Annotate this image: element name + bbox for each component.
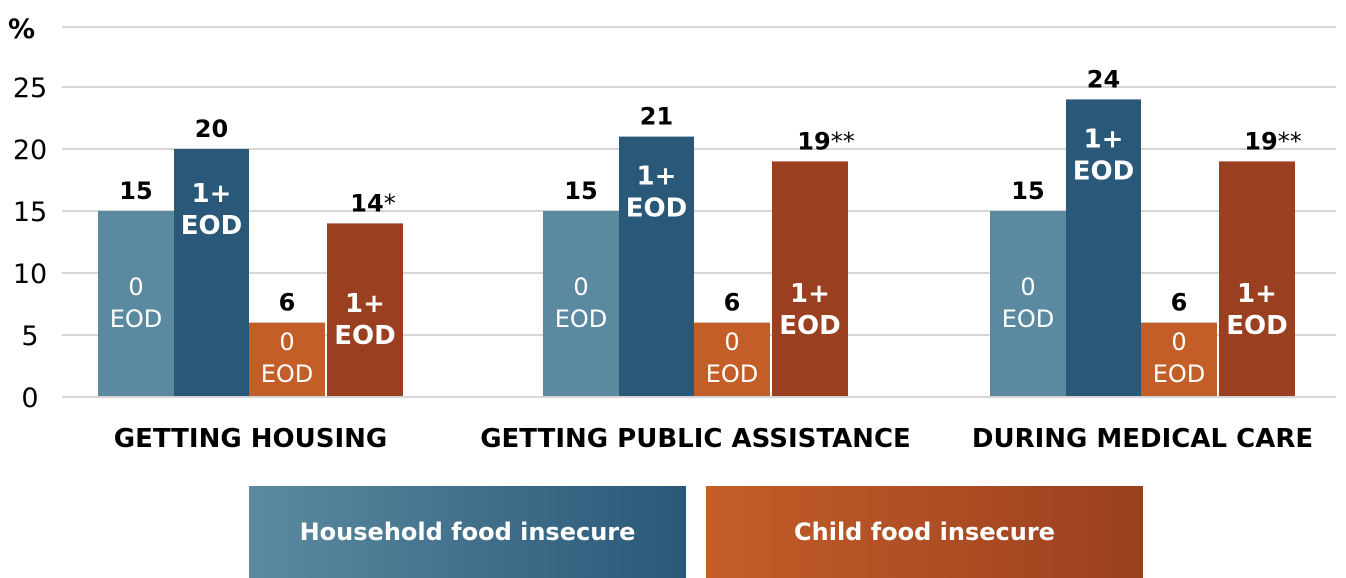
bar-inner-label: EOD: [626, 194, 687, 224]
bar-value-label: 14*: [350, 189, 395, 217]
bar: [327, 223, 403, 397]
bar: [990, 211, 1066, 397]
significance-marker: **: [831, 127, 855, 155]
significance-marker: **: [1278, 127, 1302, 155]
bar-inner-label: EOD: [555, 305, 608, 333]
bar-inner-label: EOD: [706, 360, 759, 388]
bar-inner-label: 0: [1020, 273, 1035, 301]
bar-inner-label: 0: [573, 273, 588, 301]
x-category-label: GETTING HOUSING: [114, 424, 387, 454]
bar-inner-label: 1+: [345, 289, 385, 319]
y-tick-label: 5: [21, 321, 38, 352]
bar-value-label: 15: [1011, 177, 1044, 205]
bar-inner-label: EOD: [110, 305, 163, 333]
x-category-label: DURING MEDICAL CARE: [972, 424, 1313, 454]
bar-inner-label: EOD: [1226, 311, 1287, 341]
bar: [1066, 99, 1141, 398]
bar: [772, 161, 848, 397]
bar-inner-label: 0: [128, 273, 143, 301]
bar-inner-label: EOD: [779, 311, 840, 341]
bar-inner-label: 0: [724, 328, 739, 356]
legend-child-food-insecure: Child food insecure: [706, 486, 1143, 578]
bar-inner-label: 1+: [637, 162, 677, 192]
bar-value-label: 19**: [1244, 127, 1301, 155]
bar-inner-label: 1+: [790, 279, 830, 309]
bar-value-label: 24: [1087, 65, 1120, 93]
bar-value-label: 6: [724, 289, 741, 317]
bar: [694, 322, 770, 397]
y-axis-label: %: [8, 14, 35, 45]
bar-inner-label: 1+: [1237, 279, 1277, 309]
y-tick-label: 10: [13, 259, 47, 290]
bar-chart: %0510152025150EOD201+EOD60EOD14*1+EOD150…: [8, 14, 1336, 454]
bar: [249, 322, 325, 397]
x-category-label: GETTING PUBLIC ASSISTANCE: [480, 424, 911, 454]
bar-value-label: 6: [279, 289, 296, 317]
bar-value-label: 15: [564, 177, 597, 205]
bar-inner-label: EOD: [334, 321, 395, 351]
bar: [174, 149, 249, 397]
bar: [619, 136, 694, 397]
bar-inner-label: EOD: [1153, 360, 1206, 388]
y-tick-label: 0: [21, 383, 38, 414]
legend-household-food-insecure: Household food insecure: [249, 486, 686, 578]
bar: [98, 211, 174, 397]
bar-inner-label: 0: [279, 328, 294, 356]
y-tick-label: 15: [13, 197, 47, 228]
bar-value-label: 15: [119, 177, 152, 205]
bar-value-label: 20: [195, 115, 228, 143]
bar-inner-label: 1+: [192, 179, 232, 209]
bar-inner-label: 0: [1171, 328, 1186, 356]
y-tick-label: 25: [13, 73, 47, 104]
bar: [1219, 161, 1295, 397]
bar-value-label: 21: [640, 103, 673, 131]
bar: [1141, 322, 1217, 397]
bar-inner-label: 1+: [1084, 124, 1124, 154]
bar: [543, 211, 619, 397]
bar-inner-label: EOD: [1073, 156, 1134, 186]
significance-marker: *: [384, 189, 396, 217]
y-tick-label: 20: [13, 135, 47, 166]
bar-value-label: 6: [1171, 289, 1188, 317]
bar-inner-label: EOD: [1002, 305, 1055, 333]
bar-inner-label: EOD: [261, 360, 314, 388]
bar-value-label: 19**: [797, 127, 854, 155]
bar-inner-label: EOD: [181, 211, 242, 241]
